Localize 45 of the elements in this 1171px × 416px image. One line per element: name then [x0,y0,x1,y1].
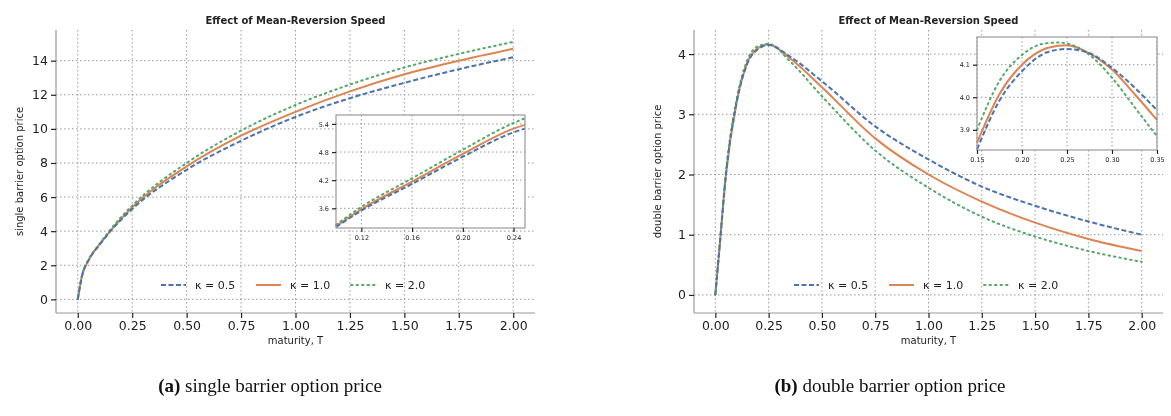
x-tick-label: 0.25 [755,317,784,333]
y-tick-label: 4 [678,46,687,62]
x-axis-title: maturity, T [900,335,958,346]
y-tick-label: 14 [32,53,49,69]
x-axis-title: maturity, T [267,335,325,346]
y-axis-title: single barrier option price [14,106,25,237]
y-tick-label: 2 [678,167,686,183]
x-tick-label: 0.75 [861,317,890,333]
x-tick-label: 1.75 [1074,317,1103,333]
x-tick-label: 0.25 [118,317,147,333]
y-axis-title: double barrier option price [652,104,663,239]
y-tick-label: 12 [32,87,48,103]
x-tick-label: 1.25 [968,317,997,333]
x-tick-label: 2.00 [499,317,528,333]
chart-title: Effect of Mean-Reversion Speed [838,15,1019,26]
y-tick-label: 3 [678,106,686,122]
legend-label: κ = 1.0 [290,279,331,292]
chart-title: Effect of Mean-Reversion Speed [205,15,386,26]
x-tick-label: 0.00 [701,317,730,333]
legend-label: κ = 2.0 [1018,279,1059,292]
x-tick-label: 0.75 [227,317,256,333]
y-tick-label: 0 [40,291,49,307]
x-tick-label: 2.00 [1128,317,1157,333]
x-tick-label: 1.75 [445,317,474,333]
legend-label: κ = 2.0 [385,279,426,292]
x-tick-label: 0.50 [173,317,202,333]
x-tick-label: 1.25 [336,317,365,333]
x-tick-label: 1.00 [282,317,310,333]
x-tick-label: 1.50 [390,317,419,333]
legend-label: κ = 0.5 [828,279,869,292]
y-tick-label: 1 [678,227,686,243]
x-tick-label: 1.00 [915,317,943,333]
text: (b) double barrier option price [774,375,1006,397]
y-tick-label: 2 [40,257,48,273]
y-tick-label: 8 [40,155,49,171]
x-tick-label: 0.00 [64,317,93,333]
x-tick-label: 0.50 [808,317,837,333]
y-tick-label: 0 [678,287,687,303]
legend-label: κ = 0.5 [195,279,236,292]
x-tick-label: 1.50 [1021,317,1050,333]
text: (a) single barrier option price [158,375,382,397]
legend-label: κ = 1.0 [923,279,964,292]
y-tick-label: 6 [40,189,49,205]
y-tick-label: 10 [32,121,49,137]
y-tick-label: 4 [40,223,49,239]
